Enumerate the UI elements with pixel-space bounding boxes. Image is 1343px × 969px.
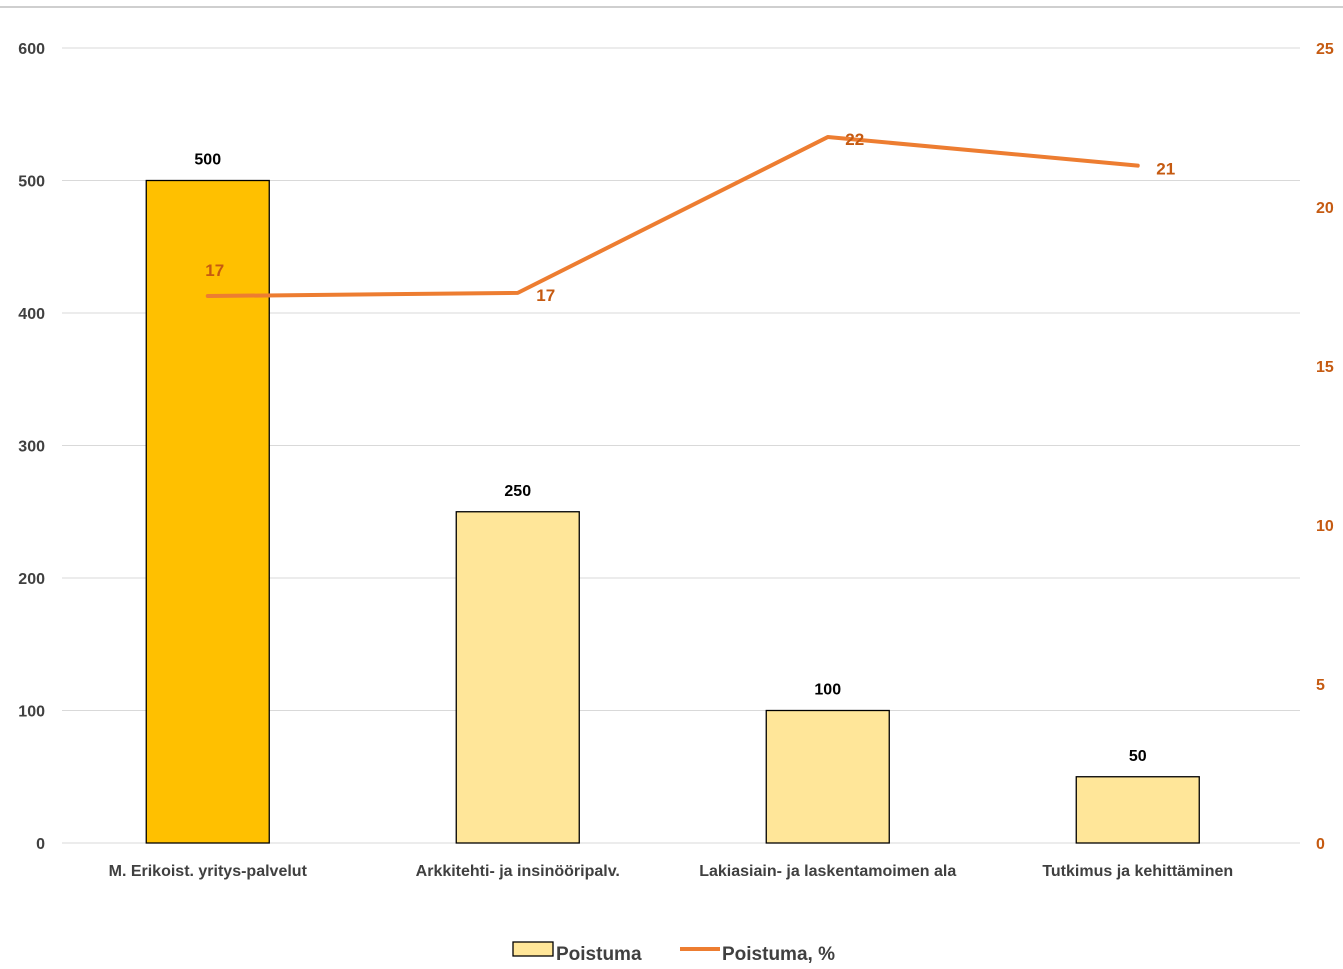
- bar: [145, 179, 270, 844]
- legend-label-bar: Poistuma: [556, 944, 642, 964]
- right-tick-label: 10: [1316, 518, 1334, 535]
- bar: [1075, 776, 1200, 844]
- bar-data-labels: 500 250 100 50: [194, 152, 1146, 765]
- legend: Poistuma Poistuma, %: [512, 941, 835, 965]
- left-tick-label: 300: [18, 439, 45, 456]
- legend-swatch-bar: [512, 941, 554, 957]
- bar-data-label: 50: [1129, 748, 1147, 765]
- line-series-path: [205, 135, 1140, 299]
- right-tick-label: 15: [1316, 359, 1334, 376]
- right-tick-label: 25: [1316, 41, 1334, 58]
- right-tick-label: 20: [1316, 200, 1334, 217]
- category-label: Lakiasiain- ja laskentamoimen ala: [699, 863, 956, 880]
- bar-data-label: 100: [814, 682, 841, 699]
- line-series: [205, 135, 1140, 299]
- left-tick-label: 400: [18, 306, 45, 323]
- category-label: Tutkimus ja kehittäminen: [1042, 863, 1233, 880]
- left-tick-label: 600: [18, 41, 45, 58]
- bar-data-label: 500: [194, 152, 221, 169]
- bar: [455, 511, 580, 844]
- right-axis-ticks: 0 5 10 15 20 25: [1316, 41, 1334, 853]
- line-data-label: 21: [1156, 160, 1175, 179]
- bar-series: [145, 179, 1200, 844]
- category-labels: M. Erikoist. yritys-palvelut Arkkitehti- …: [109, 863, 1234, 880]
- category-label: M. Erikoist. yritys-palvelut: [109, 863, 308, 880]
- left-axis-ticks: 0 100 200 300 400 500 600: [18, 41, 45, 853]
- left-tick-label: 100: [18, 704, 45, 721]
- line-data-label: 17: [205, 261, 224, 280]
- left-tick-label: 0: [36, 836, 45, 853]
- legend-label-line: Poistuma, %: [722, 944, 835, 964]
- right-tick-label: 5: [1316, 677, 1325, 694]
- category-label: Arkkitehti- ja insinööripalv.: [416, 863, 620, 880]
- left-tick-label: 500: [18, 174, 45, 191]
- line-data-label: 17: [536, 286, 555, 305]
- right-tick-label: 0: [1316, 836, 1325, 853]
- line-data-labels: 17 17 22 21: [205, 130, 1175, 305]
- line-data-label: 22: [845, 130, 864, 149]
- left-tick-label: 200: [18, 571, 45, 588]
- bar: [765, 709, 890, 844]
- bar-data-label: 250: [504, 483, 531, 500]
